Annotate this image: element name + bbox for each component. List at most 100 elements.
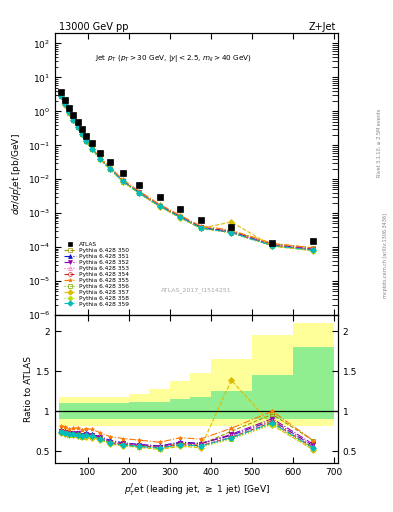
Pythia 6.428 359 <box>270 243 275 249</box>
Pythia 6.428 357 <box>120 179 125 185</box>
Pythia 6.428 353 <box>229 229 234 236</box>
Pythia 6.428 357 <box>270 243 275 249</box>
Text: Rivet 3.1.10, ≥ 2.5M events: Rivet 3.1.10, ≥ 2.5M events <box>377 109 382 178</box>
Pythia 6.428 359 <box>178 214 182 220</box>
Line: Pythia 6.428 355: Pythia 6.428 355 <box>59 93 316 250</box>
Pythia 6.428 358 <box>79 131 84 137</box>
Pythia 6.428 358 <box>137 190 141 196</box>
Pythia 6.428 350 <box>229 228 234 234</box>
ATLAS <box>63 97 68 103</box>
Pythia 6.428 354 <box>67 110 72 116</box>
Pythia 6.428 350 <box>157 203 162 209</box>
Pythia 6.428 355 <box>71 116 76 122</box>
Pythia 6.428 357 <box>311 248 316 254</box>
Pythia 6.428 350 <box>270 241 275 247</box>
Pythia 6.428 354 <box>71 117 76 123</box>
Line: Pythia 6.428 351: Pythia 6.428 351 <box>59 94 316 251</box>
Pythia 6.428 353 <box>178 214 182 220</box>
Pythia 6.428 352 <box>75 123 80 130</box>
Pythia 6.428 357 <box>63 101 68 108</box>
Pythia 6.428 359 <box>79 131 84 137</box>
ATLAS <box>157 194 162 200</box>
Pythia 6.428 353 <box>67 109 72 115</box>
Pythia 6.428 354 <box>59 93 64 99</box>
Pythia 6.428 351 <box>98 156 103 162</box>
Pythia 6.428 357 <box>75 124 80 130</box>
Pythia 6.428 354 <box>79 131 84 137</box>
Pythia 6.428 359 <box>157 203 162 209</box>
Pythia 6.428 352 <box>67 109 72 115</box>
Pythia 6.428 358 <box>90 146 94 152</box>
Pythia 6.428 353 <box>157 203 162 209</box>
Pythia 6.428 350 <box>71 117 76 123</box>
ATLAS <box>83 133 88 139</box>
Pythia 6.428 350 <box>98 156 103 162</box>
Pythia 6.428 358 <box>83 138 88 144</box>
Pythia 6.428 357 <box>198 225 203 231</box>
Pythia 6.428 351 <box>63 101 68 107</box>
Text: 13000 GeV pp: 13000 GeV pp <box>59 22 129 32</box>
ATLAS <box>67 104 72 111</box>
Pythia 6.428 353 <box>98 156 103 162</box>
Pythia 6.428 356 <box>120 178 125 184</box>
Y-axis label: Ratio to ATLAS: Ratio to ATLAS <box>24 356 33 422</box>
Pythia 6.428 356 <box>83 138 88 144</box>
Line: Pythia 6.428 356: Pythia 6.428 356 <box>59 94 316 252</box>
Pythia 6.428 352 <box>229 229 234 235</box>
Pythia 6.428 350 <box>67 110 72 116</box>
Legend: ATLAS, Pythia 6.428 350, Pythia 6.428 351, Pythia 6.428 352, Pythia 6.428 353, P: ATLAS, Pythia 6.428 350, Pythia 6.428 35… <box>64 242 129 307</box>
Pythia 6.428 355 <box>98 154 103 160</box>
Pythia 6.428 354 <box>229 229 234 236</box>
Pythia 6.428 355 <box>83 136 88 142</box>
Pythia 6.428 355 <box>63 100 68 106</box>
ATLAS <box>75 119 80 125</box>
Pythia 6.428 352 <box>311 246 316 252</box>
Pythia 6.428 356 <box>198 225 203 231</box>
Pythia 6.428 356 <box>270 243 275 249</box>
Pythia 6.428 352 <box>157 203 162 209</box>
Pythia 6.428 359 <box>83 138 88 144</box>
Line: Pythia 6.428 354: Pythia 6.428 354 <box>59 94 316 252</box>
Pythia 6.428 355 <box>59 92 64 98</box>
Pythia 6.428 358 <box>311 248 316 254</box>
Pythia 6.428 351 <box>120 178 125 184</box>
ATLAS <box>79 125 84 132</box>
Line: Pythia 6.428 358: Pythia 6.428 358 <box>59 94 316 253</box>
Pythia 6.428 352 <box>120 178 125 184</box>
Pythia 6.428 354 <box>270 242 275 248</box>
Pythia 6.428 358 <box>67 110 72 116</box>
Pythia 6.428 353 <box>137 189 141 196</box>
Pythia 6.428 359 <box>120 178 125 184</box>
Pythia 6.428 350 <box>75 123 80 130</box>
Pythia 6.428 353 <box>71 117 76 123</box>
Pythia 6.428 351 <box>108 165 113 172</box>
Pythia 6.428 357 <box>98 156 103 162</box>
ATLAS <box>178 206 182 212</box>
Pythia 6.428 353 <box>75 123 80 130</box>
Pythia 6.428 352 <box>137 189 141 196</box>
Line: Pythia 6.428 350: Pythia 6.428 350 <box>59 94 316 250</box>
Pythia 6.428 358 <box>229 230 234 236</box>
Pythia 6.428 353 <box>83 138 88 144</box>
Pythia 6.428 356 <box>229 230 234 236</box>
ATLAS <box>90 140 94 146</box>
Pythia 6.428 354 <box>157 203 162 209</box>
Pythia 6.428 355 <box>137 188 141 194</box>
Pythia 6.428 359 <box>59 93 64 99</box>
Pythia 6.428 357 <box>90 146 94 152</box>
Pythia 6.428 356 <box>98 156 103 162</box>
Pythia 6.428 350 <box>63 101 68 108</box>
Pythia 6.428 355 <box>90 144 94 150</box>
Pythia 6.428 355 <box>120 176 125 182</box>
Pythia 6.428 355 <box>311 245 316 251</box>
Pythia 6.428 350 <box>108 166 113 172</box>
Pythia 6.428 351 <box>67 109 72 115</box>
Pythia 6.428 355 <box>198 223 203 229</box>
Pythia 6.428 357 <box>157 203 162 209</box>
Pythia 6.428 356 <box>108 166 113 172</box>
Pythia 6.428 350 <box>83 138 88 144</box>
Pythia 6.428 356 <box>157 203 162 209</box>
X-axis label: $p_T^J$et (leading jet, $\geq$ 1 jet) [GeV]: $p_T^J$et (leading jet, $\geq$ 1 jet) [G… <box>123 481 270 498</box>
Pythia 6.428 358 <box>98 156 103 162</box>
Pythia 6.428 359 <box>98 156 103 162</box>
